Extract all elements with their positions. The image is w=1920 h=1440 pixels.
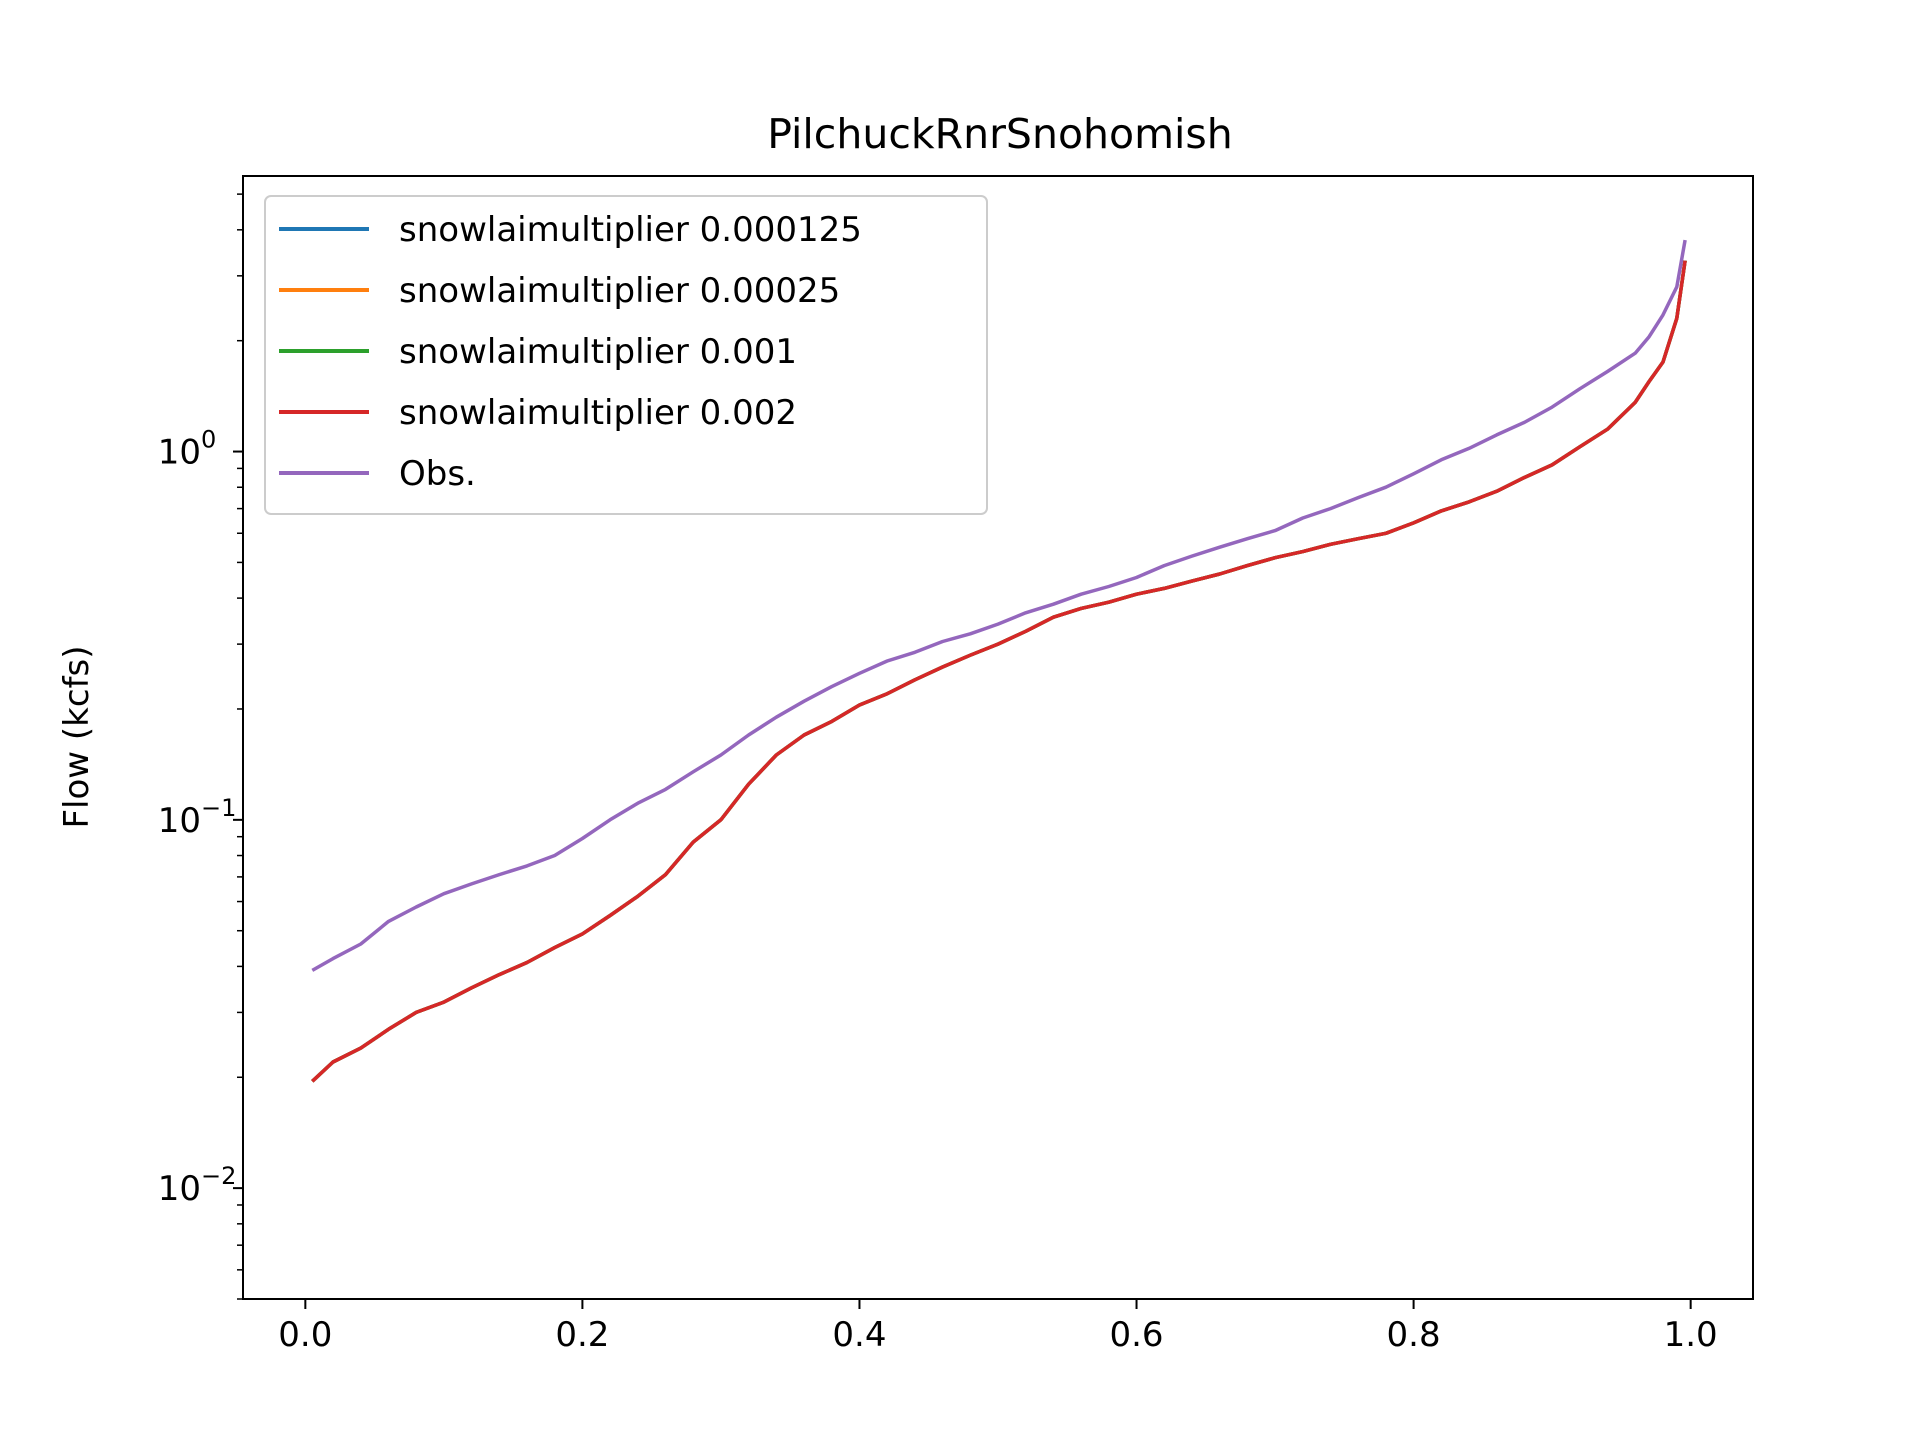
legend-label-5: Obs. <box>399 454 476 494</box>
legend-box <box>264 195 988 515</box>
legend-label-3: snowlaimultiplier 0.001 <box>399 332 797 372</box>
legend-label-1: snowlaimultiplier 0.000125 <box>399 210 862 250</box>
y-tick-label-0: 10 <box>158 1169 201 1209</box>
legend: snowlaimultiplier 0.000125 snowlaimultipl… <box>264 195 988 515</box>
y-tick-label-1: 10 <box>158 801 201 841</box>
legend-label-4: snowlaimultiplier 0.002 <box>399 393 797 433</box>
y-tick-label-2: 10 <box>158 433 201 473</box>
plot-frame <box>242 175 1754 1300</box>
y-axis-label: Flow (kcfs) <box>57 645 97 828</box>
chart-title: PilchuckRnrSnohomish <box>767 110 1233 158</box>
x-tick-label-2: 0.4 <box>832 1315 886 1355</box>
legend-label-2: snowlaimultiplier 0.00025 <box>399 271 840 311</box>
x-tick-label-1: 0.2 <box>555 1315 609 1355</box>
x-tick-label-5: 1.0 <box>1664 1315 1718 1355</box>
series-line-4 <box>311 260 1687 1083</box>
x-tick-label-0: 0.0 <box>278 1315 332 1355</box>
y-tick-exponent-2: 0 <box>201 426 216 454</box>
y-tick-exponent-0: −2 <box>201 1162 236 1190</box>
x-axis: 0.0 0.2 0.4 0.6 0.8 1.0 <box>278 1299 1718 1355</box>
y-tick-exponent-1: −1 <box>201 794 236 822</box>
x-tick-label-4: 0.8 <box>1387 1315 1441 1355</box>
series-line-5 <box>311 239 1687 972</box>
series-layer <box>311 239 1687 1083</box>
x-tick-label-3: 0.6 <box>1109 1315 1163 1355</box>
